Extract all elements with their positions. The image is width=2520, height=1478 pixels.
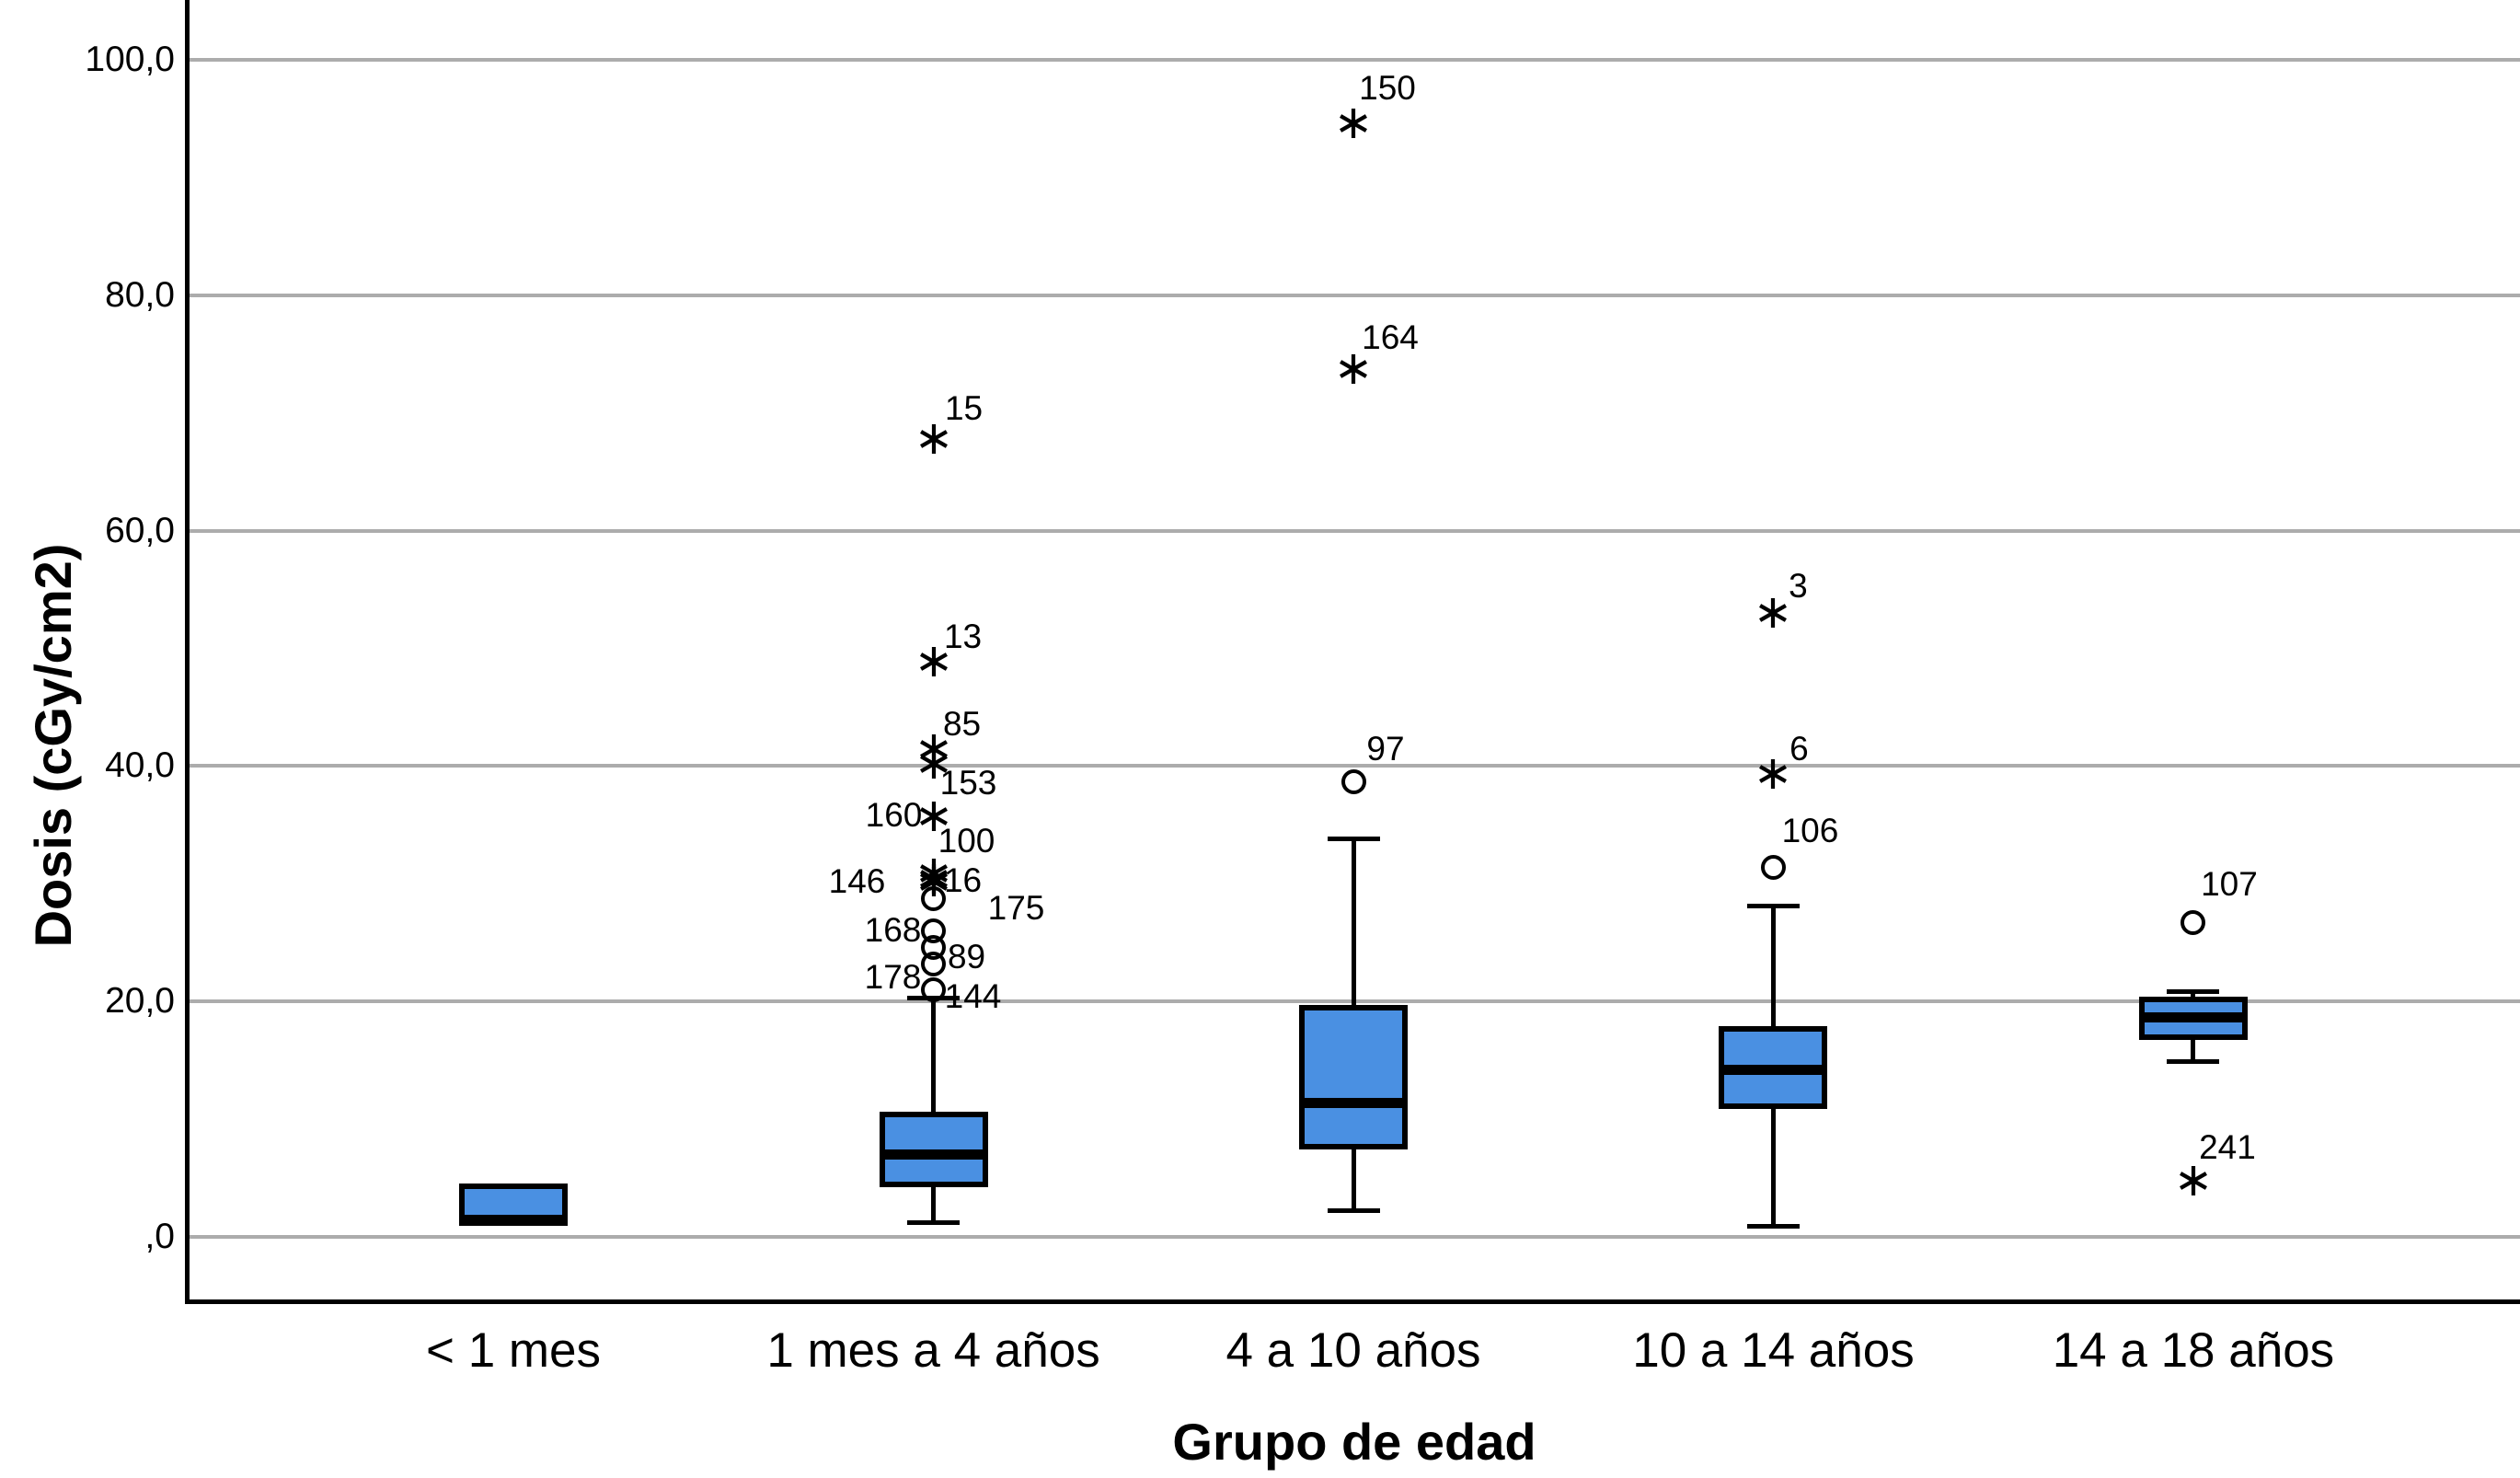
outlier-star bbox=[918, 801, 949, 832]
median-line bbox=[1299, 1098, 1408, 1109]
y-tick-label: 80,0 bbox=[105, 274, 175, 315]
outlier-label: 97 bbox=[1366, 730, 1405, 768]
outlier-label: 100 bbox=[938, 821, 995, 860]
y-tick-label: ,0 bbox=[144, 1217, 175, 1256]
upper-whisker-cap bbox=[1746, 904, 1800, 909]
upper-whisker-stem bbox=[1351, 838, 1356, 1006]
x-tick-label: 14 a 18 años bbox=[2052, 1323, 2335, 1378]
outlier-label: 106 bbox=[1781, 812, 1839, 850]
gridline bbox=[187, 1235, 2520, 1239]
box-iqr bbox=[879, 1112, 988, 1188]
lower-whisker-cap bbox=[1327, 1208, 1380, 1214]
outlier-label: 153 bbox=[939, 763, 997, 802]
x-axis-line bbox=[185, 1299, 2520, 1304]
median-line bbox=[879, 1149, 988, 1160]
outlier-label: 13 bbox=[943, 617, 983, 655]
upper-whisker-stem bbox=[931, 998, 937, 1113]
lower-whisker-stem bbox=[1351, 1149, 1356, 1211]
outlier-circle bbox=[921, 976, 947, 1002]
outlier-label: 175 bbox=[987, 888, 1045, 927]
outlier-label: 144 bbox=[944, 977, 1002, 1016]
y-tick-label: 60,0 bbox=[105, 510, 175, 550]
outlier-label: 6 bbox=[1789, 730, 1809, 768]
y-tick-label: 100,0 bbox=[85, 40, 175, 79]
outlier-star bbox=[918, 858, 949, 889]
lower-whisker-stem bbox=[2191, 1040, 2196, 1062]
gridline bbox=[187, 764, 2520, 768]
y-tick-label: 40,0 bbox=[105, 745, 175, 786]
upper-whisker-cap bbox=[1327, 837, 1380, 842]
outlier-label: 146 bbox=[828, 861, 886, 900]
outlier-label: 89 bbox=[947, 938, 986, 976]
gridline bbox=[187, 58, 2520, 62]
outlier-star bbox=[1338, 353, 1369, 385]
y-axis-line bbox=[185, 0, 190, 1304]
upper-whisker-cap bbox=[2167, 989, 2220, 995]
lower-whisker-cap bbox=[2167, 1058, 2220, 1064]
outlier-circle bbox=[921, 918, 947, 943]
outlier-star bbox=[1757, 758, 1789, 790]
outlier-star bbox=[918, 733, 949, 765]
outlier-label: 168 bbox=[864, 911, 922, 950]
outlier-star bbox=[1338, 108, 1369, 139]
outlier-label: 178 bbox=[864, 958, 922, 997]
upper-whisker-stem bbox=[2191, 991, 2196, 998]
outlier-label: 160 bbox=[865, 796, 923, 835]
median-line bbox=[459, 1214, 569, 1225]
outlier-circle bbox=[1341, 768, 1366, 794]
x-tick-label: 10 a 14 años bbox=[1632, 1323, 1915, 1378]
outlier-star bbox=[1757, 597, 1789, 629]
outlier-label: 241 bbox=[2199, 1127, 2256, 1166]
outlier-label: 107 bbox=[2201, 864, 2258, 903]
median-line bbox=[2138, 1011, 2248, 1022]
upper-whisker-stem bbox=[1770, 906, 1776, 1027]
x-tick-label: < 1 mes bbox=[426, 1323, 602, 1378]
outlier-star bbox=[918, 646, 949, 677]
outlier-label: 16 bbox=[943, 861, 983, 900]
gridline bbox=[187, 293, 2520, 297]
outlier-star bbox=[2178, 1165, 2209, 1196]
outlier-star bbox=[918, 423, 949, 455]
x-tick-label: 4 a 10 años bbox=[1225, 1323, 1481, 1378]
outlier-label: 85 bbox=[942, 705, 982, 744]
lower-whisker-stem bbox=[1770, 1108, 1776, 1227]
box-iqr bbox=[1299, 1005, 1408, 1150]
outlier-label: 15 bbox=[944, 388, 984, 427]
lower-whisker-cap bbox=[907, 1220, 961, 1226]
outlier-label: 150 bbox=[1359, 69, 1416, 108]
outlier-circle bbox=[1760, 854, 1786, 880]
median-line bbox=[1719, 1065, 1828, 1076]
x-axis-title: Grupo de edad bbox=[1172, 1413, 1536, 1471]
y-tick-label: 20,0 bbox=[105, 981, 175, 1022]
x-tick-label: 1 mes a 4 años bbox=[766, 1323, 1100, 1378]
gridline bbox=[187, 528, 2520, 533]
outlier-label: 164 bbox=[1362, 318, 1419, 357]
outlier-circle bbox=[2181, 910, 2206, 935]
outlier-label: 3 bbox=[1789, 567, 1808, 606]
lower-whisker-stem bbox=[931, 1187, 937, 1223]
lower-whisker-cap bbox=[1746, 1223, 1800, 1229]
